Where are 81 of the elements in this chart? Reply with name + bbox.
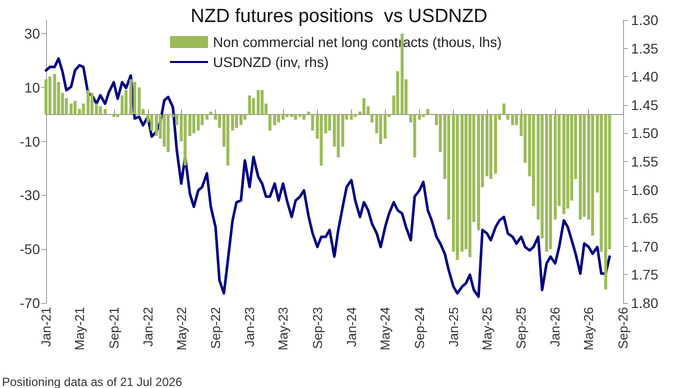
x-tick-label: May-22	[174, 307, 189, 350]
x-tick-label: Sep-21	[106, 307, 122, 349]
bar	[447, 114, 450, 220]
x-tick-label: Sep-24	[412, 307, 427, 349]
y-tick-label: -70	[20, 295, 40, 311]
bar	[307, 112, 310, 114]
y-tick-label: -50	[20, 241, 40, 258]
line-series	[44, 57, 611, 298]
x-tick-label: Jan-23	[242, 307, 258, 347]
bar	[129, 79, 132, 114]
y2-tick-label: 1.60	[631, 182, 658, 198]
bar	[184, 114, 187, 166]
bar	[154, 114, 158, 136]
bar	[354, 114, 357, 118]
bar	[311, 114, 314, 131]
bar	[591, 114, 594, 236]
bar	[426, 108, 430, 114]
bar	[370, 114, 374, 122]
bar	[188, 114, 192, 136]
bar	[196, 114, 200, 131]
bar	[413, 114, 416, 158]
y2-tick-label: 1.75	[631, 266, 658, 283]
x-tick-label: Jan-26	[548, 307, 563, 347]
y2-tick-label: 1.70	[631, 238, 658, 254]
bar	[336, 114, 340, 158]
x-tick-label: Jan-25	[446, 307, 461, 347]
bar	[468, 114, 472, 258]
x-tick-label: May-23	[276, 307, 291, 350]
bar	[418, 114, 421, 120]
bar	[116, 114, 120, 118]
y-tick-label: 10	[24, 79, 40, 96]
x-tick-label: Sep-25	[514, 307, 529, 349]
y-tick-label: -30	[20, 187, 40, 204]
bar	[379, 114, 382, 144]
x-tick-label: May-25	[479, 307, 494, 350]
bar	[239, 114, 242, 126]
bar	[248, 95, 252, 114]
y2-tick-label: 1.55	[631, 154, 658, 170]
y2-tick-label: 1.65	[631, 210, 658, 226]
bar	[320, 114, 323, 166]
y-tick-label: -10	[20, 133, 40, 150]
x-tick-label: Jan-24	[344, 307, 359, 347]
x-tick-label: May-26	[581, 307, 596, 350]
legend-label: USDNZD (inv, rhs)	[213, 54, 329, 70]
bar	[502, 104, 506, 114]
bar	[578, 114, 582, 220]
bar	[90, 92, 94, 114]
x-tick-label: Jan-22	[140, 307, 156, 347]
chart-title: NZD futures positions vs USDNZD	[190, 6, 488, 27]
y-tick-label: 30	[24, 25, 40, 42]
bar	[260, 90, 264, 114]
bar	[350, 114, 353, 120]
x-tick-label: Jan-21	[38, 307, 54, 347]
y2-tick-label: 1.40	[631, 68, 658, 85]
bar	[209, 112, 212, 114]
x-tick-label: Sep-23	[310, 307, 325, 349]
x-tick-label: May-21	[72, 307, 87, 350]
x-tick-label: Sep-26	[616, 307, 630, 349]
bar	[422, 114, 425, 118]
bar	[44, 79, 48, 114]
bar	[150, 114, 154, 131]
bar	[277, 114, 280, 122]
bar	[302, 114, 306, 120]
bar	[328, 114, 332, 131]
bar	[124, 90, 128, 114]
bar	[205, 114, 208, 120]
bar	[362, 98, 366, 114]
y2-tick-label: 1.45	[631, 96, 658, 113]
x-tick-label: Sep-22	[208, 307, 224, 349]
y2-tick-label: 1.35	[631, 40, 658, 56]
bar	[112, 114, 116, 118]
bar	[294, 114, 298, 120]
y2-tick-label: 1.30	[631, 12, 658, 28]
bar	[582, 114, 586, 217]
y2-tick-label: 1.50	[631, 125, 658, 142]
bar	[562, 114, 566, 214]
y2-tick-label: 1.80	[631, 295, 658, 311]
bar	[133, 82, 136, 114]
bar	[166, 114, 170, 152]
bar	[74, 100, 77, 114]
x-tick-label: May-24	[378, 307, 393, 350]
